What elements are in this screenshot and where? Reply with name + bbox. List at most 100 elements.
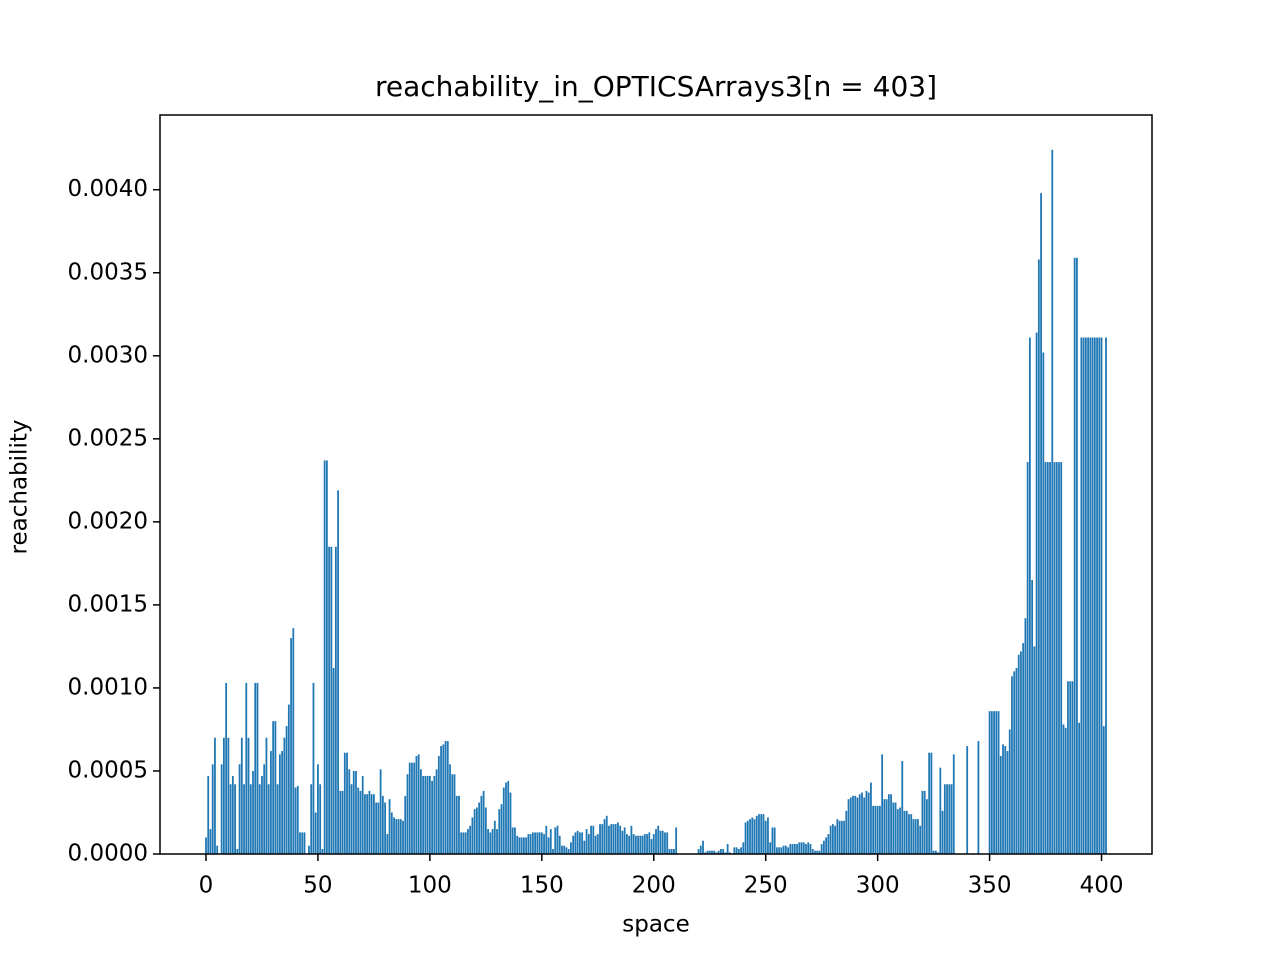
bar <box>1015 668 1018 854</box>
bar <box>482 790 485 854</box>
bar <box>1105 337 1107 854</box>
bar <box>941 810 944 854</box>
bar <box>366 794 369 854</box>
bar <box>272 721 275 854</box>
bar <box>796 844 798 854</box>
bar <box>787 847 789 854</box>
bar <box>601 824 604 854</box>
bar <box>426 775 429 854</box>
bar <box>1017 654 1020 854</box>
bar <box>637 835 639 854</box>
bar <box>990 711 993 854</box>
bar <box>937 852 939 854</box>
bar <box>939 767 942 854</box>
bar <box>755 815 758 854</box>
bar <box>1028 337 1031 854</box>
bar <box>943 784 946 854</box>
bar <box>370 794 373 854</box>
y-tick-label: 0.0015 <box>68 591 148 617</box>
bar <box>650 839 653 854</box>
bar <box>455 795 458 854</box>
bar <box>565 847 568 854</box>
bar <box>509 792 512 854</box>
bar <box>827 834 830 854</box>
bar <box>1022 643 1025 854</box>
bar <box>639 835 642 854</box>
bar <box>1062 724 1065 854</box>
bar <box>608 825 610 854</box>
bar <box>267 784 270 854</box>
bar <box>332 668 335 854</box>
bar <box>872 805 875 854</box>
bar <box>1058 462 1060 854</box>
bar <box>1089 337 1092 854</box>
bar <box>458 795 460 854</box>
bar <box>290 638 292 854</box>
bar <box>314 812 317 854</box>
bar <box>572 835 575 854</box>
bar <box>1071 681 1074 854</box>
bar <box>874 805 877 854</box>
x-tick-label: 150 <box>520 873 564 899</box>
bar <box>534 832 536 854</box>
bar <box>867 792 870 854</box>
bar <box>475 807 478 854</box>
bar <box>245 682 248 854</box>
bar <box>357 787 360 854</box>
bar <box>614 824 617 854</box>
bar <box>487 829 489 854</box>
bar <box>274 721 277 854</box>
bar <box>760 814 763 854</box>
bar <box>1020 651 1022 854</box>
bar <box>843 820 845 854</box>
x-tick-label: 200 <box>632 873 676 899</box>
bar <box>802 842 805 854</box>
bar <box>435 769 438 854</box>
bar <box>923 790 926 854</box>
bar <box>592 825 595 854</box>
bar <box>901 761 904 854</box>
x-tick-label: 350 <box>968 873 1012 899</box>
bar <box>413 762 416 854</box>
bar <box>460 832 463 854</box>
bar <box>552 849 554 854</box>
bar <box>437 756 440 854</box>
bar <box>934 850 937 854</box>
bar <box>932 850 935 854</box>
bar <box>758 814 760 854</box>
bar <box>531 832 534 854</box>
bar <box>281 751 284 854</box>
bar <box>406 774 409 854</box>
bar <box>520 837 523 854</box>
bar <box>1067 681 1069 854</box>
bar <box>381 795 384 854</box>
bar <box>1037 259 1040 854</box>
bar <box>545 825 548 854</box>
y-tick-label: 0.0025 <box>68 425 148 451</box>
bar <box>811 849 814 854</box>
bar <box>1093 337 1096 854</box>
bar <box>1082 337 1085 854</box>
bar <box>908 814 910 854</box>
bar <box>919 825 922 854</box>
bar <box>952 754 955 854</box>
bar <box>1033 646 1036 854</box>
x-tick-label: 250 <box>744 873 788 899</box>
bar <box>209 829 212 854</box>
bar <box>567 849 570 854</box>
bar <box>578 832 581 854</box>
bar <box>451 774 454 854</box>
bar <box>590 825 592 854</box>
bar <box>706 850 709 854</box>
bar <box>527 834 530 854</box>
bar <box>1006 751 1009 854</box>
bar <box>496 829 498 854</box>
bar <box>1060 462 1063 854</box>
bar <box>547 837 550 854</box>
bar <box>1044 462 1047 854</box>
bar <box>854 795 857 854</box>
bar <box>838 820 841 854</box>
bar <box>767 817 769 854</box>
bar <box>630 825 633 854</box>
